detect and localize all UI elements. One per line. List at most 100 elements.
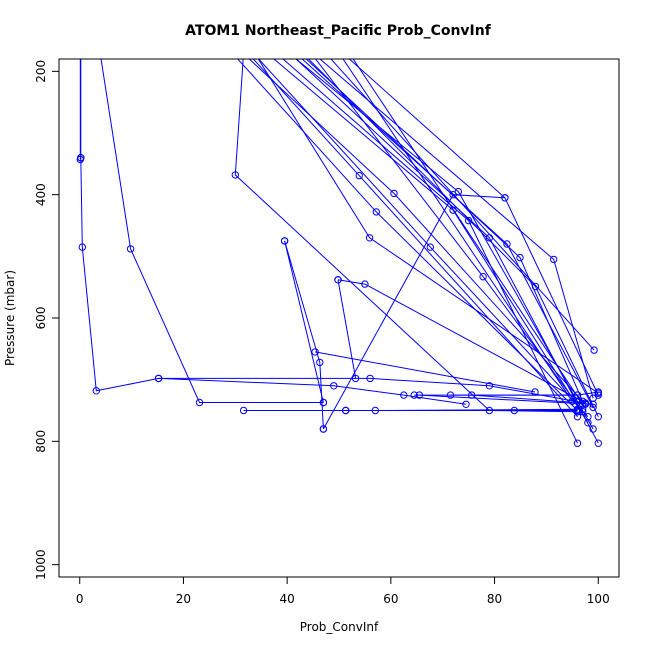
data-point-25-1 [464,216,473,225]
data-point-34-1 [501,194,509,202]
series-line-25 [282,59,578,444]
data-point-20-1 [372,208,380,216]
data-point-34-2 [594,391,602,399]
series-line-34 [348,59,599,396]
data-point-17-2 [594,388,602,396]
y-tick-label: 200 [34,60,48,83]
data-point-2-6 [462,400,470,408]
series-line-28 [301,59,594,408]
data-point-35-1 [568,397,576,405]
series-line-19 [514,408,578,411]
y-tick-label: 600 [34,307,48,330]
data-point-3-0 [92,19,98,25]
data-point-14-0 [415,391,424,399]
series-line-26 [295,59,594,430]
plot-frame [58,58,620,578]
y-axis-label: Pressure (mbar) [3,270,17,366]
y-tick-label: 1000 [34,549,48,580]
series-line-36 [352,59,584,405]
data-point-30-1 [531,282,540,291]
data-point-23-1 [426,243,434,251]
series-line-33 [330,59,595,351]
data-point-32-2 [579,408,587,416]
series-line-10 [337,279,586,404]
data-point-17-0 [446,391,455,399]
data-point-15-0 [239,406,248,415]
data-point-19-0 [510,406,518,415]
data-point-7-0 [280,237,289,245]
series-line-27 [295,59,599,444]
data-point-22-2 [573,413,582,421]
series-line-22 [252,59,578,418]
series-line-30 [307,59,599,417]
series-line-14 [419,394,594,405]
data-point-16-0 [342,406,350,415]
x-axis: 0 20 40 60 80 100 [76,576,610,606]
data-point-10-1 [361,280,369,288]
x-tick-label: 100 [587,592,610,606]
data-point-33-1 [590,346,598,354]
data-point-11-0 [311,348,319,356]
data-point-5-1 [365,234,374,242]
series-line-12 [158,377,586,404]
y-tick-label: 800 [34,430,48,453]
data-point-6-1 [319,398,328,407]
data-point-10-0 [334,276,342,284]
series-line-9 [337,279,357,379]
data-point-2-1 [78,243,87,251]
series-line-4 [234,59,578,413]
data-point-26-2 [589,425,597,433]
data-point-13-0 [410,391,418,399]
series-line-6 [284,240,324,403]
data-point-25-2 [573,439,582,447]
series-line-11 [315,351,536,393]
data-point-30-2 [594,413,602,421]
y-axis: 200 400 600 800 1000 [34,60,60,580]
series-line-18 [471,394,586,404]
data-point-12-1 [366,374,374,383]
x-axis-label: Prob_ConvInf [300,620,379,634]
data-point-31-1 [550,255,558,264]
data-point-2-0 [77,154,85,162]
data-point-27-2 [594,439,602,447]
data-point-29-1 [516,253,524,262]
series-line-24 [273,59,589,424]
data-point-21-1 [390,189,398,198]
data-point-4-1 [231,171,240,179]
series-line-21 [248,59,586,405]
x-tick-label: 20 [176,592,191,606]
x-tick-label: 40 [280,592,295,606]
data-point-12-0 [154,374,163,383]
series-line-35 [342,59,573,402]
series-line-3 [100,59,324,403]
data-point-36-1 [579,400,587,408]
data-point-29-2 [579,397,587,405]
data-point-3-1 [126,245,135,253]
data-point-8-0 [319,425,328,433]
data-point-2-2 [92,387,101,395]
series-line-20 [237,59,578,411]
x-tick-label: 0 [76,592,84,606]
series-line-7 [284,240,324,430]
data-point-1-0 [77,10,83,16]
chart-title: ATOM1 Northeast_Pacific Prob_ConvInf [185,23,492,39]
data-point-2-5 [400,391,408,399]
data-point-22-1 [355,171,363,180]
data-point-12-2 [485,382,494,390]
data-point-28-2 [589,403,597,412]
y-tick-label: 400 [34,183,48,206]
series-line-23 [257,59,589,418]
data-point-0-0 [78,10,84,16]
data-point-7-1 [316,358,324,367]
series-line-5 [257,59,599,394]
data-point-3-2 [195,398,204,407]
data-point-32-1 [479,273,487,281]
x-tick-label: 80 [487,592,502,606]
data-point-2-4 [330,382,338,390]
series-line-29 [305,59,584,402]
data-point-28-1 [503,240,511,248]
series-line-2 [80,157,467,405]
x-tick-label: 60 [383,592,398,606]
data-point-18-0 [468,391,476,399]
